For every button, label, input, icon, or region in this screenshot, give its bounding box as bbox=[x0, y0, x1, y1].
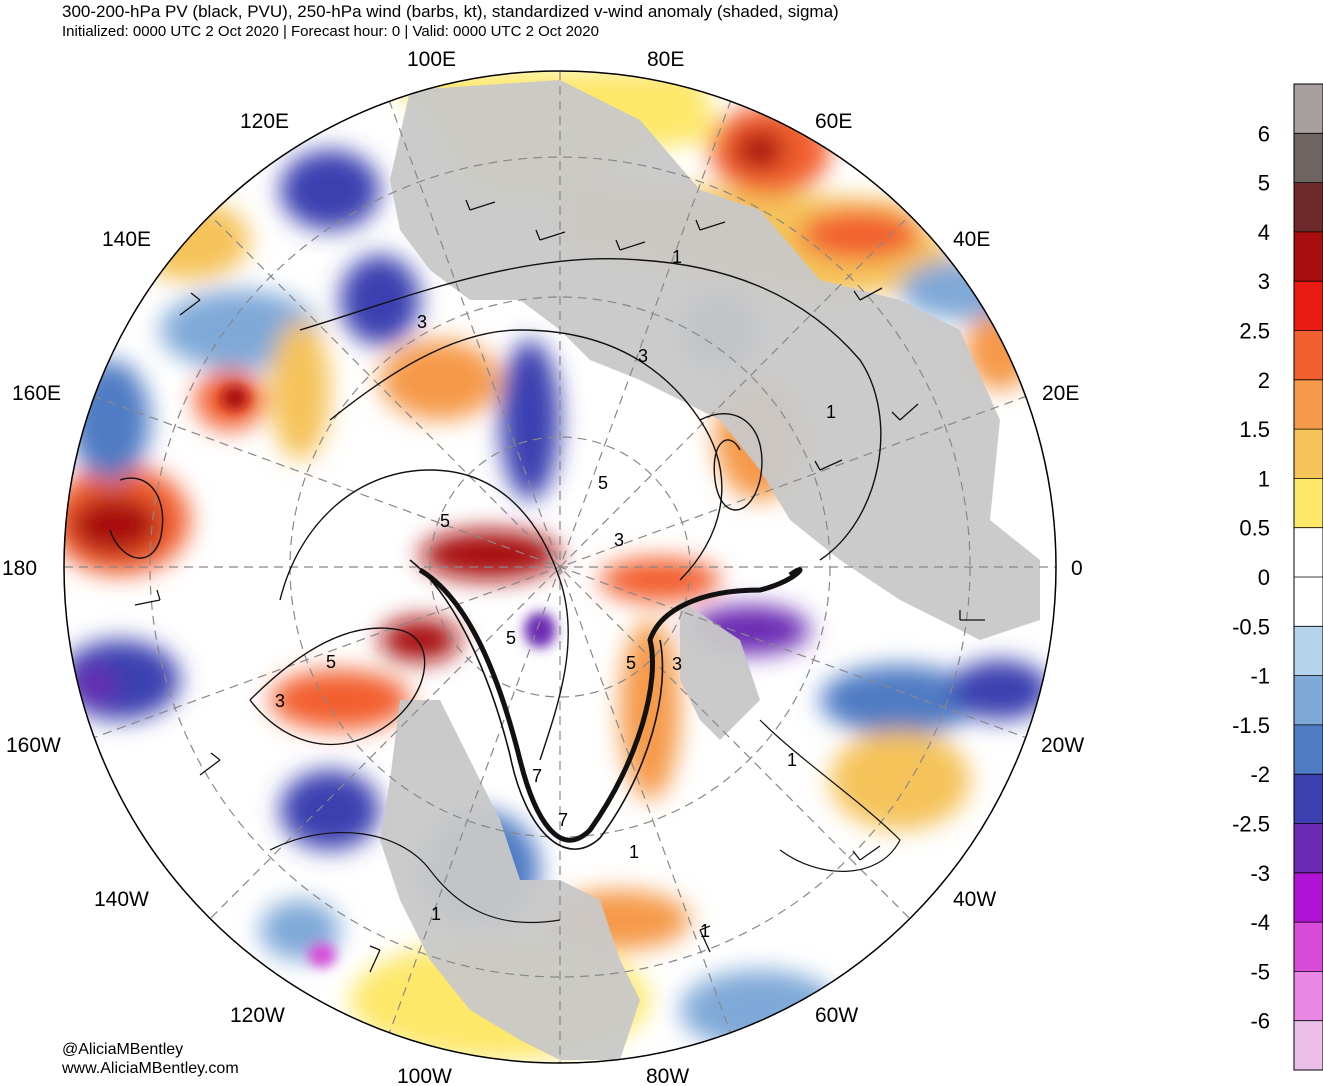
lon-label-20w: 20W bbox=[1041, 734, 1084, 757]
colorbar-swatch bbox=[1294, 478, 1323, 529]
colorbar-level-label: 4 bbox=[1258, 220, 1270, 245]
colorbar-level-label: 2 bbox=[1258, 368, 1270, 393]
pv-label: 5 bbox=[598, 473, 608, 493]
colorbar-level-label: -6 bbox=[1250, 1009, 1270, 1034]
colorbar-swatch bbox=[1294, 823, 1323, 874]
pv-contours bbox=[109, 258, 901, 924]
colorbar-swatch bbox=[1294, 971, 1323, 1022]
colorbar-level-label: 2.5 bbox=[1239, 319, 1270, 344]
colorbar-level-label: 3 bbox=[1258, 269, 1270, 294]
colorbar-level-label: -2.5 bbox=[1232, 812, 1270, 837]
pv-label: 1 bbox=[672, 247, 682, 267]
colorbar-swatch bbox=[1294, 724, 1323, 775]
colorbar-swatch bbox=[1294, 774, 1323, 824]
pv-label: 5 bbox=[440, 511, 450, 531]
pv-label: 7 bbox=[532, 766, 542, 786]
pv-label: 3 bbox=[417, 312, 427, 332]
credit-handle: @AliciaMBentley bbox=[62, 1041, 184, 1058]
lon-label-60w: 60W bbox=[815, 1004, 858, 1027]
colorbar-swatch bbox=[1294, 231, 1323, 282]
lon-label-80e: 80E bbox=[647, 48, 684, 71]
pv-label: 3 bbox=[275, 691, 285, 711]
lon-label-120w: 120W bbox=[230, 1004, 285, 1027]
colorbar: 6 5 4 3 2.5 2 1.5 1 0.5 0 -0.5 -1 -1.5 -2 -2.5 -3 -4 -5 -6 bbox=[1232, 83, 1323, 1071]
map-disk: 1 3 3 5 5 3 5 5 3 3 5 7 7 1 1 1 1 1 bbox=[64, 71, 1056, 1063]
colorbar-swatch bbox=[1294, 527, 1323, 578]
lon-label-0: 0 bbox=[1071, 557, 1083, 580]
lon-label-120e: 120E bbox=[240, 110, 289, 133]
chart-title: 300-200-hPa PV (black, PVU), 250-hPa win… bbox=[62, 2, 839, 21]
lon-label-40e: 40E bbox=[953, 228, 990, 251]
colorbar-level-label: 0 bbox=[1258, 565, 1270, 590]
colorbar-swatch bbox=[1294, 922, 1323, 972]
colorbar-level-label: 5 bbox=[1258, 171, 1270, 196]
colorbar-level-label: -0.5 bbox=[1232, 614, 1270, 639]
pv-label: 3 bbox=[638, 346, 648, 366]
pv-label: 3 bbox=[672, 654, 682, 674]
colorbar-frame bbox=[1293, 83, 1323, 1071]
lon-label-20e: 20E bbox=[1042, 382, 1079, 405]
graticule bbox=[64, 71, 1056, 1063]
lon-label-140e: 140E bbox=[102, 228, 151, 251]
colorbar-level-label: -1 bbox=[1250, 664, 1270, 689]
lon-label-160e: 160E bbox=[12, 382, 61, 405]
pv-label: 5 bbox=[506, 628, 516, 648]
colorbar-level-label: -4 bbox=[1250, 910, 1270, 935]
credit-website: www.AliciaMBentley.com bbox=[62, 1060, 239, 1077]
lon-label-100e: 100E bbox=[407, 48, 456, 71]
colorbar-level-label: -2 bbox=[1250, 762, 1270, 787]
colorbar-swatch bbox=[1294, 872, 1323, 923]
pv-label: 1 bbox=[431, 904, 441, 924]
colorbar-swatch bbox=[1294, 281, 1323, 331]
lon-label-40w: 40W bbox=[953, 888, 996, 911]
colorbar-swatch bbox=[1294, 84, 1323, 134]
colorbar-swatch bbox=[1294, 379, 1323, 430]
pv-label: 5 bbox=[626, 653, 636, 673]
pv-label: 7 bbox=[558, 810, 568, 830]
colorbar-swatch bbox=[1294, 330, 1323, 381]
pv-label-group: 1 3 3 5 5 3 5 5 3 3 5 7 7 1 1 1 1 1 bbox=[275, 247, 836, 941]
colorbar-level-label: 6 bbox=[1258, 121, 1270, 146]
lon-label-180: 180 bbox=[2, 557, 37, 580]
pv-label: 1 bbox=[700, 921, 710, 941]
colorbar-level-label: 1 bbox=[1258, 466, 1270, 491]
pv-label: 5 bbox=[326, 652, 336, 672]
colorbar-swatch bbox=[1294, 1020, 1323, 1071]
lon-label-60e: 60E bbox=[815, 110, 852, 133]
land-areas bbox=[380, 80, 1040, 1060]
colorbar-swatch bbox=[1294, 133, 1323, 184]
map-border bbox=[63, 70, 1057, 1064]
anomaly-cores bbox=[221, 386, 556, 967]
colorbar-swatch bbox=[1294, 626, 1323, 677]
colorbar-level-label: -1.5 bbox=[1232, 713, 1270, 738]
pv-label: 1 bbox=[629, 842, 639, 862]
colorbar-swatch bbox=[1294, 429, 1323, 479]
chart-subtitle: Initialized: 0000 UTC 2 Oct 2020 | Forec… bbox=[62, 23, 599, 40]
wind-barbs bbox=[134, 199, 985, 973]
colorbar-level-label: -3 bbox=[1250, 861, 1270, 886]
pv-label: 1 bbox=[826, 402, 836, 422]
colorbar-swatch bbox=[1294, 675, 1323, 726]
lon-label-140w: 140W bbox=[94, 888, 149, 911]
colorbar-level-label: 0.5 bbox=[1239, 516, 1270, 541]
colorbar-level-label: -5 bbox=[1250, 959, 1270, 984]
colorbar-level-label: 1.5 bbox=[1239, 417, 1270, 442]
colorbar-swatch bbox=[1294, 577, 1323, 627]
pv-label: 3 bbox=[614, 530, 624, 550]
pv-label: 1 bbox=[787, 750, 797, 770]
colorbar-swatch bbox=[1294, 182, 1323, 233]
lon-label-160w: 160W bbox=[6, 734, 61, 757]
lon-label-80w: 80W bbox=[646, 1065, 689, 1086]
longitude-labels: 100E 80E 120E 60E 140E 40E 160E 20E 180 … bbox=[2, 48, 1084, 1086]
lon-label-100w: 100W bbox=[397, 1065, 452, 1086]
